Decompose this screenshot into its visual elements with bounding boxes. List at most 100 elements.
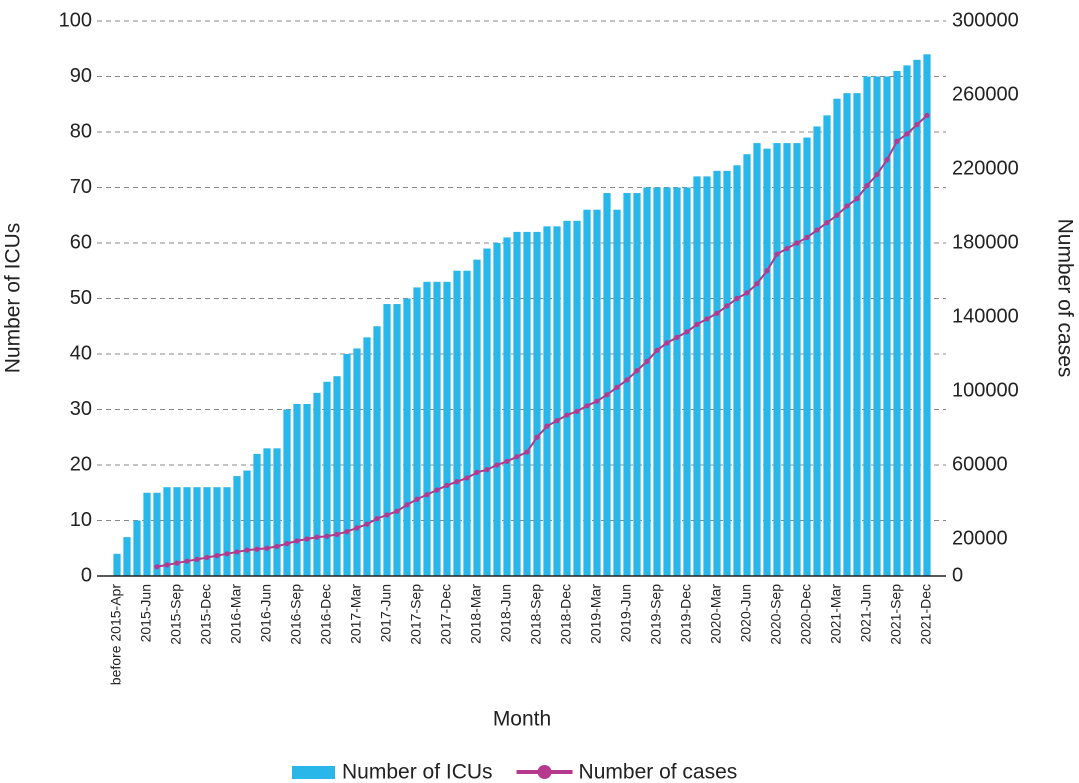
- bar: [503, 237, 511, 576]
- bar: [893, 70, 901, 576]
- point: [504, 458, 510, 464]
- bar: [743, 154, 751, 576]
- point: [764, 268, 770, 274]
- point: [264, 545, 270, 551]
- bar: [623, 193, 631, 577]
- bar: [123, 537, 131, 576]
- bar: [653, 187, 661, 576]
- line: [156, 114, 928, 568]
- point: [674, 334, 680, 340]
- bar: [833, 98, 841, 576]
- bar: [323, 381, 331, 576]
- bar: [253, 453, 261, 576]
- point: [424, 492, 430, 498]
- bar: [183, 487, 191, 576]
- x-tick-label: 2019-Mar: [588, 584, 604, 644]
- bar: [643, 187, 651, 576]
- bar: [313, 392, 321, 576]
- point: [474, 469, 480, 475]
- point: [854, 196, 860, 202]
- bar: [763, 148, 771, 576]
- point: [184, 558, 190, 564]
- bar: [203, 487, 211, 576]
- bar: [513, 231, 521, 576]
- point: [814, 227, 820, 233]
- bar: [853, 93, 861, 577]
- point: [534, 434, 540, 440]
- point: [544, 423, 550, 429]
- point: [624, 377, 630, 383]
- point: [284, 541, 290, 547]
- bar: [873, 76, 881, 576]
- point: [664, 340, 670, 346]
- x-tick-label: 2018-Dec: [558, 584, 574, 645]
- legend-swatch: [292, 766, 335, 779]
- point: [494, 462, 500, 468]
- bar: [863, 76, 871, 576]
- legend-label: Number of cases: [579, 761, 738, 783]
- point: [774, 251, 780, 257]
- point: [634, 368, 640, 374]
- bar: [683, 187, 691, 576]
- bar: [663, 187, 671, 576]
- bar: [443, 281, 451, 576]
- point: [874, 171, 880, 178]
- bar: [723, 170, 731, 576]
- y2-tick-label: 100000: [952, 379, 1019, 401]
- bar: [263, 448, 271, 576]
- y2-tick-label: 300000: [952, 9, 1019, 31]
- point: [414, 496, 420, 502]
- bar: [463, 270, 471, 576]
- point: [924, 112, 930, 118]
- bar: [813, 126, 821, 576]
- bar: [783, 143, 791, 576]
- x-tick-label: 2018-Sep: [528, 584, 544, 645]
- x-tick-label: 2021-Mar: [828, 584, 844, 644]
- y2-tick-label: 60000: [952, 453, 1008, 475]
- bar: [153, 492, 161, 576]
- y-tick-label: 50: [70, 287, 92, 309]
- bar: [843, 93, 851, 577]
- point: [384, 512, 390, 518]
- bar: [523, 231, 531, 576]
- point: [304, 536, 310, 542]
- bar: [433, 281, 441, 576]
- x-tick-label: 2016-Sep: [288, 584, 304, 645]
- bar: [383, 304, 391, 576]
- bar: [403, 298, 411, 576]
- bar: [343, 354, 351, 576]
- point: [174, 560, 180, 566]
- x-tick-label: 2017-Sep: [408, 584, 424, 645]
- bar: [563, 220, 571, 577]
- point: [834, 212, 840, 218]
- point: [274, 543, 280, 550]
- bar: [393, 304, 401, 576]
- point: [404, 502, 410, 508]
- x-tick-label: 2021-Jun: [858, 584, 874, 642]
- bar: [173, 487, 181, 576]
- y-tick-label: 100: [59, 9, 92, 31]
- y-tick-label: 10: [70, 509, 92, 531]
- point: [904, 131, 910, 137]
- x-tick-label: 2019-Jun: [618, 584, 634, 642]
- bar: [903, 65, 911, 577]
- point: [684, 329, 690, 335]
- point: [354, 525, 360, 531]
- y2-axis-title: Number of cases: [1053, 219, 1076, 378]
- point: [204, 554, 210, 561]
- point: [594, 398, 600, 404]
- point: [914, 122, 920, 128]
- point: [154, 564, 160, 570]
- point: [194, 556, 200, 562]
- point: [604, 392, 610, 398]
- x-tick-label: 2020-Dec: [798, 584, 814, 645]
- x-tick-label: 2020-Sep: [768, 584, 784, 645]
- x-tick-label: 2019-Sep: [648, 584, 664, 645]
- point: [374, 516, 380, 522]
- point: [644, 358, 650, 364]
- x-tick-label: 2016-Jun: [258, 584, 274, 642]
- bar: [233, 476, 241, 576]
- bar: [213, 487, 221, 576]
- point: [654, 347, 660, 353]
- x-tick-label: 2016-Dec: [318, 584, 334, 645]
